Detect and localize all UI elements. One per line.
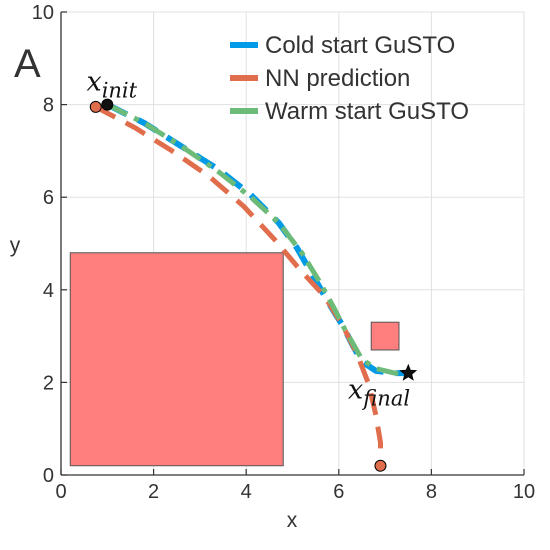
x-axis-label: x	[287, 509, 298, 532]
y-tick-label-0: 0	[43, 465, 54, 487]
marker-circle-1	[101, 98, 114, 111]
y-tick-label-2: 4	[43, 280, 54, 302]
x-tick-label-1: 2	[148, 481, 159, 503]
series-line-nn	[94, 104, 383, 466]
trajectory-series	[94, 101, 409, 466]
series-line-cold	[105, 101, 409, 377]
y-tick-label-1: 2	[43, 372, 54, 394]
axes: 0 2 4 6 8 10 0 2 4 6 8 10	[32, 2, 535, 503]
obstacle-1	[370, 321, 400, 351]
marker-circle-2	[374, 459, 387, 472]
y-tick-label-4: 8	[43, 95, 54, 117]
annotation-x-final: xfinal	[348, 375, 410, 411]
x-tick-label-4: 8	[426, 481, 437, 503]
legend-label-warm: Warm start GuSTO	[265, 98, 469, 125]
y-tick-label-3: 6	[43, 187, 54, 209]
legend-label-nn: NN prediction	[265, 65, 410, 92]
y-axis-label: y	[10, 234, 21, 257]
y-tick-label-5: 10	[32, 2, 54, 24]
panel-label: A	[14, 42, 41, 86]
annotations: xinit xfinal	[86, 67, 410, 411]
legend-label-cold: Cold start GuSTO	[265, 32, 455, 59]
marker-star-3	[399, 363, 418, 381]
annotation-x-init: xinit	[86, 67, 137, 103]
marker-circle-0	[89, 100, 102, 113]
x-tick-label-5: 10	[513, 481, 535, 503]
trajectory-markers	[89, 98, 418, 472]
x-tick-label-0: 0	[55, 481, 66, 503]
series-line-warm	[106, 102, 409, 376]
obstacles	[69, 252, 400, 467]
grid-lines	[60, 11, 525, 476]
x-tick-label-3: 6	[333, 481, 344, 503]
x-tick-label-2: 4	[241, 481, 252, 503]
legend: Cold start GuSTO NN prediction Warm start …	[230, 32, 469, 125]
obstacle-0	[69, 252, 284, 467]
